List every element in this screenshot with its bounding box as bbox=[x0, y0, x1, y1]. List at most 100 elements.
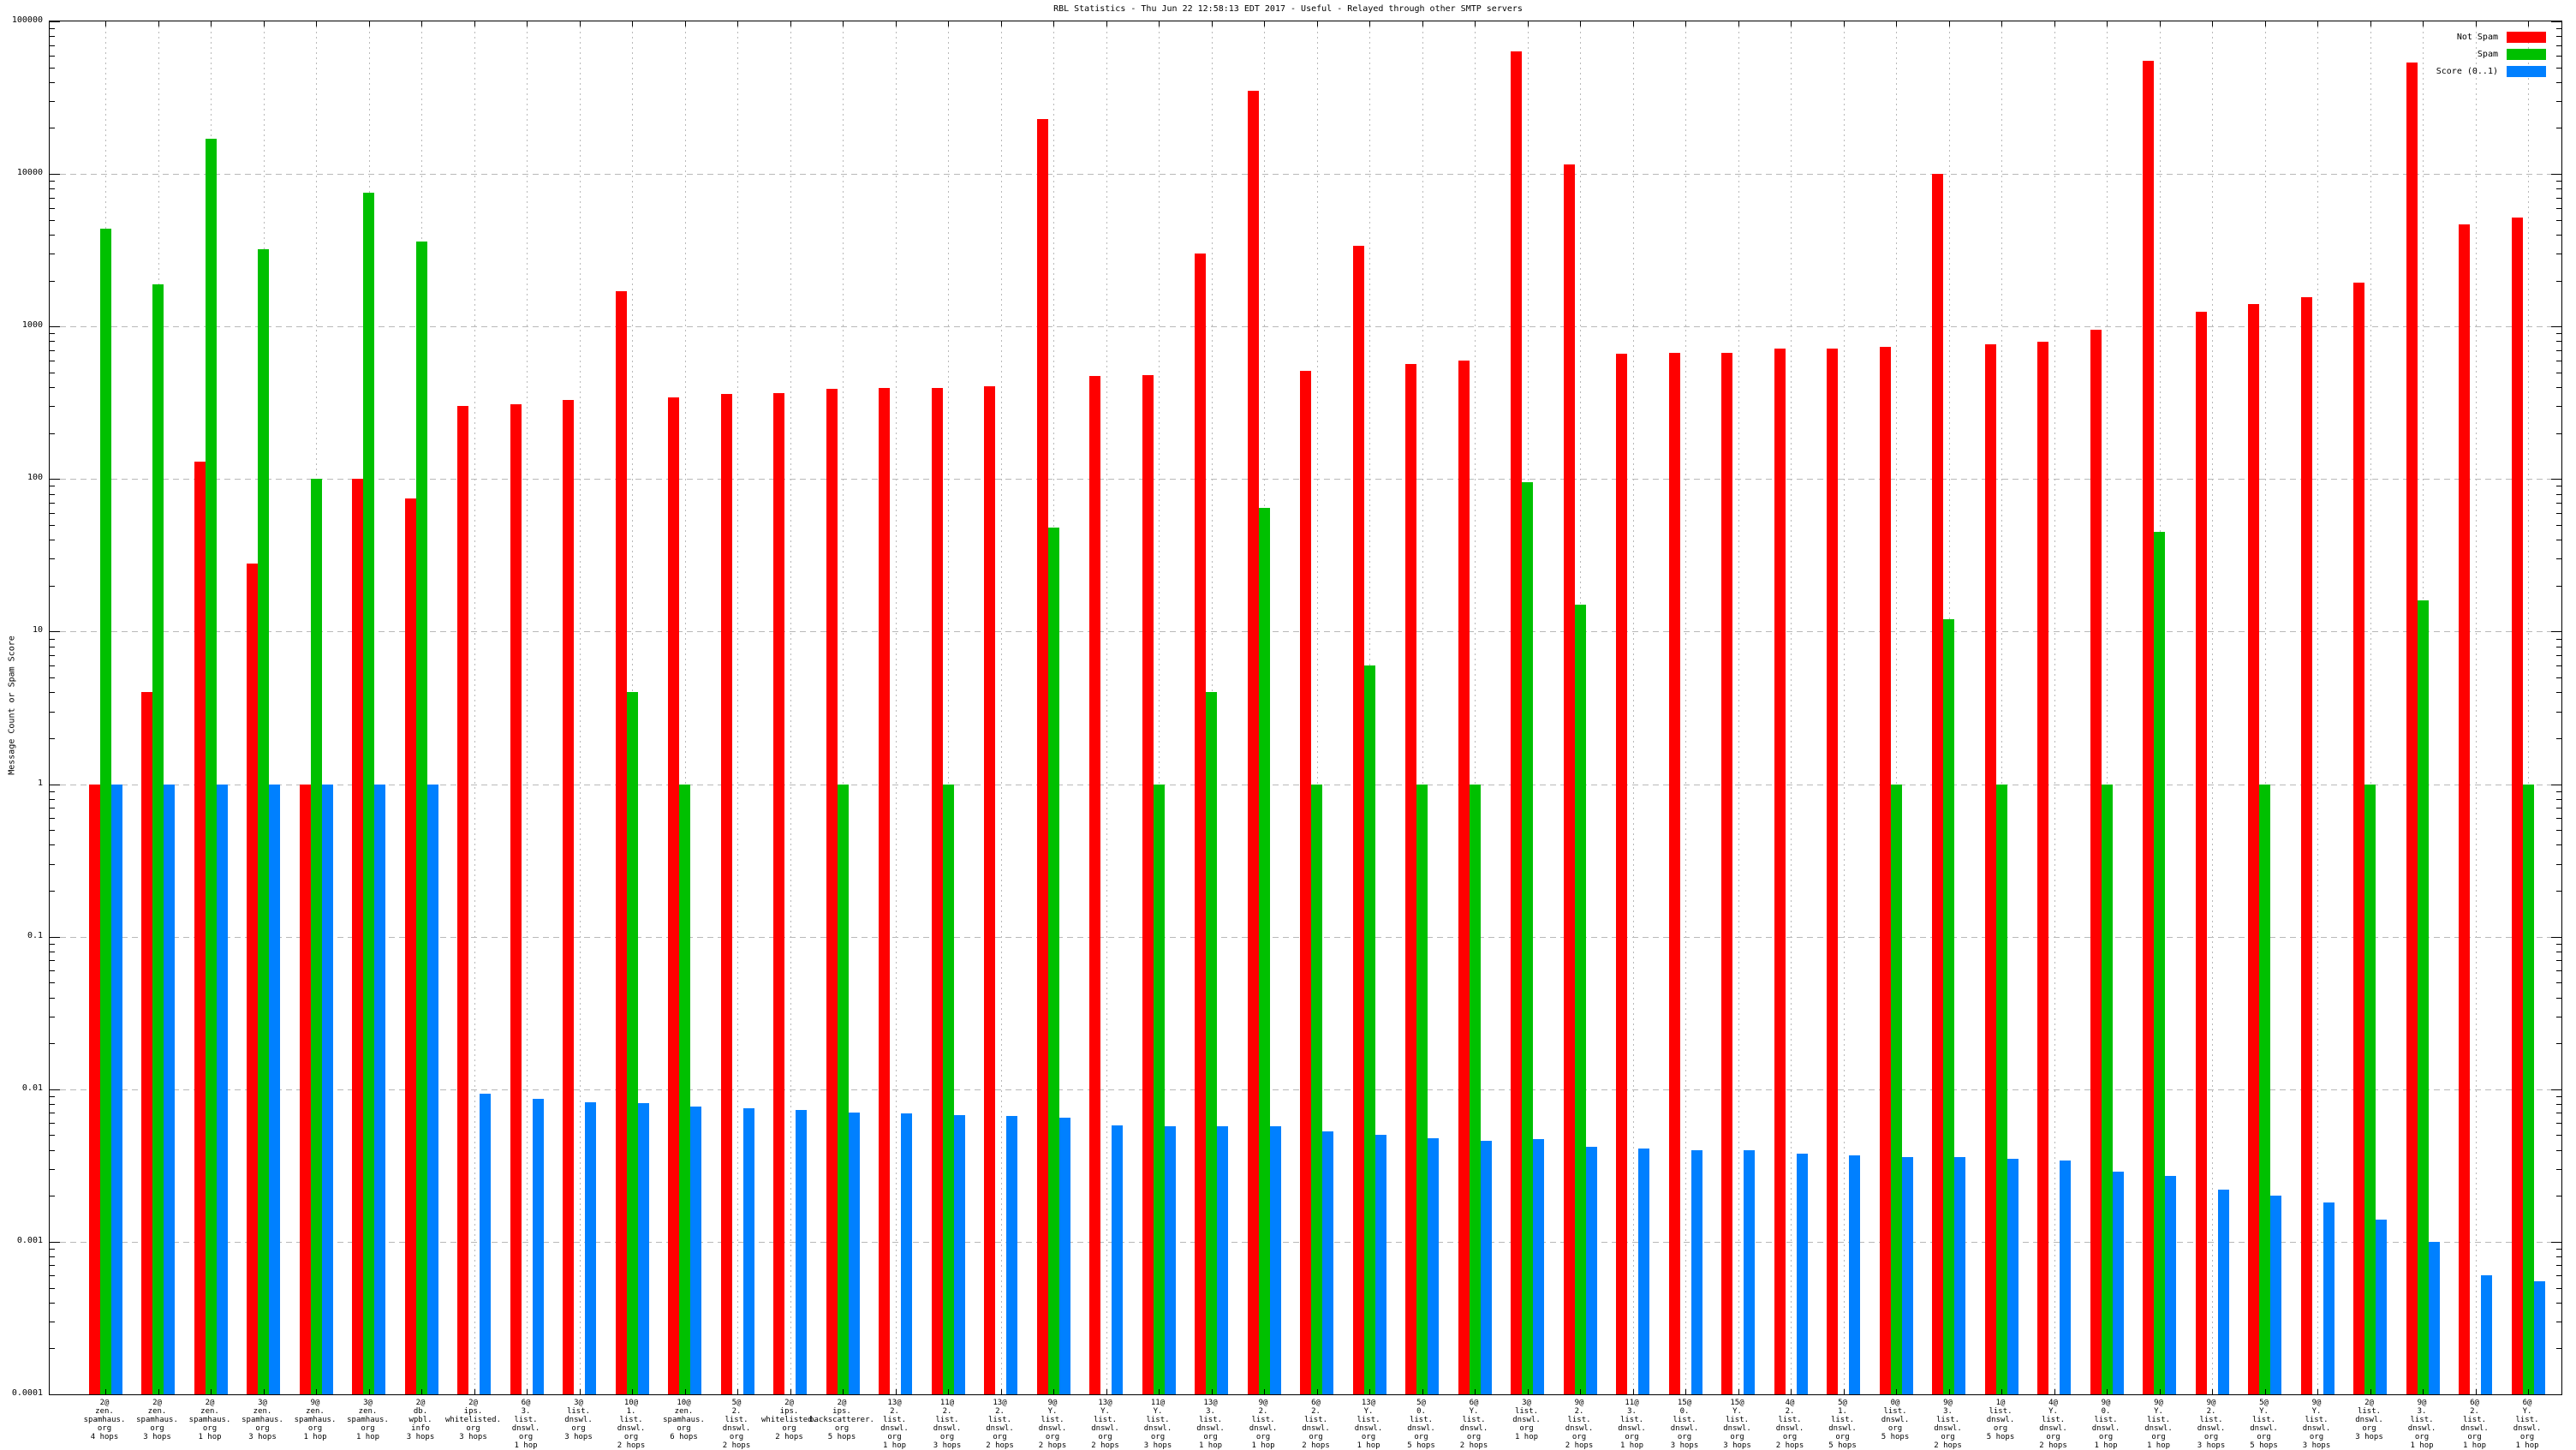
bar-not-spam bbox=[1774, 349, 1786, 1394]
x-tic bbox=[1317, 21, 1318, 27]
y-minor-tic bbox=[2556, 863, 2561, 865]
y-minor-tic bbox=[2556, 234, 2561, 236]
bar-not-spam bbox=[1563, 164, 1575, 1394]
y-tick-label: 1000 bbox=[21, 320, 43, 331]
y-minor-tic bbox=[50, 493, 55, 495]
y-minor-tic bbox=[50, 234, 55, 236]
y-minor-tic bbox=[50, 791, 55, 792]
x-tic bbox=[1001, 21, 1002, 27]
y-tick-label: 0.01 bbox=[21, 1083, 43, 1093]
y-minor-tic bbox=[2556, 45, 2561, 46]
bar-not-spam bbox=[2248, 304, 2259, 1394]
x-tic bbox=[2423, 1389, 2424, 1394]
bar-score bbox=[742, 1108, 754, 1394]
bar-spam bbox=[679, 784, 690, 1394]
x-tic bbox=[1791, 21, 1792, 27]
x-tic bbox=[2317, 21, 2318, 27]
x-tic bbox=[1844, 21, 1845, 27]
x-group-label: 2@ zen. spamhaus. org 1 hop bbox=[188, 1399, 231, 1441]
bar-not-spam bbox=[1352, 245, 1364, 1394]
bar-not-spam bbox=[720, 394, 732, 1394]
x-tic bbox=[2001, 1389, 2002, 1394]
v-gridline bbox=[2317, 21, 2318, 1394]
x-tic bbox=[1475, 21, 1476, 27]
x-group-label: 5@ Y. list. dnswl. org 5 hops bbox=[2250, 1399, 2278, 1450]
bar-not-spam bbox=[931, 388, 943, 1394]
bar-not-spam bbox=[1511, 51, 1522, 1394]
x-tic bbox=[2212, 21, 2213, 27]
x-tic bbox=[1106, 1389, 1107, 1394]
bar-not-spam bbox=[2406, 62, 2418, 1394]
v-gridline bbox=[2476, 21, 2477, 1394]
bar-not-spam bbox=[984, 386, 995, 1394]
y-minor-tic bbox=[2556, 1095, 2561, 1097]
bar-not-spam bbox=[1142, 374, 1154, 1394]
y-minor-tic bbox=[50, 207, 55, 209]
y-minor-tic bbox=[2556, 1287, 2561, 1289]
y-minor-tic bbox=[50, 512, 55, 514]
bar-not-spam bbox=[2300, 297, 2312, 1394]
bar-score bbox=[1374, 1135, 1386, 1394]
x-tic bbox=[158, 21, 159, 27]
y-minor-tic bbox=[2556, 188, 2561, 190]
legend-row-not-spam: Not Spam bbox=[2436, 32, 2546, 49]
y-tick-label: 1 bbox=[37, 778, 43, 788]
y-major-tic bbox=[50, 326, 60, 328]
bar-score bbox=[2217, 1189, 2229, 1394]
bar-spam bbox=[2259, 784, 2270, 1394]
x-tic bbox=[1633, 1389, 1634, 1394]
y-major-tic bbox=[2551, 479, 2561, 480]
x-group-label: 2@ list. dnswl. org 3 hops bbox=[2355, 1399, 2383, 1441]
y-minor-tic bbox=[50, 36, 55, 38]
y-minor-tic bbox=[50, 1275, 55, 1277]
bar-score bbox=[1954, 1156, 1965, 1394]
y-minor-tic bbox=[2556, 677, 2561, 679]
bar-score bbox=[2323, 1202, 2334, 1394]
y-major-tic bbox=[2551, 1394, 2561, 1395]
x-tic bbox=[632, 1389, 633, 1394]
y-major-tic bbox=[2551, 1241, 2561, 1243]
y-minor-tic bbox=[50, 558, 55, 560]
bar-score bbox=[1112, 1125, 1123, 1394]
bar-score bbox=[216, 784, 228, 1394]
y-minor-tic bbox=[50, 406, 55, 408]
x-tic bbox=[1053, 1389, 1054, 1394]
x-tic bbox=[1738, 21, 1739, 27]
x-group-label: 13@ Y. list. dnswl. org 2 hops bbox=[1091, 1399, 1119, 1450]
bar-score bbox=[1006, 1115, 1017, 1394]
legend-label-spam: Spam bbox=[2477, 50, 2498, 59]
y-minor-tic bbox=[50, 798, 55, 800]
bar-spam bbox=[2154, 532, 2165, 1394]
bar-not-spam bbox=[2143, 61, 2154, 1394]
y-major-tic bbox=[50, 1394, 60, 1395]
v-gridline bbox=[1106, 21, 1107, 1394]
y-minor-tic bbox=[2556, 524, 2561, 526]
x-group-label: 2@ zen. spamhaus. org 4 hops bbox=[83, 1399, 126, 1441]
y-minor-tic bbox=[2556, 181, 2561, 182]
y-minor-tic bbox=[2556, 387, 2561, 389]
y-tick-label: 10 bbox=[32, 625, 43, 635]
bar-spam bbox=[1995, 784, 2007, 1394]
x-group-label: 9@ 2. list. dnswl. org 2 hops bbox=[1565, 1399, 1594, 1450]
y-minor-tic bbox=[2556, 207, 2561, 209]
bar-not-spam bbox=[1932, 174, 1943, 1394]
bar-not-spam bbox=[404, 498, 416, 1394]
bar-spam bbox=[1574, 605, 1586, 1394]
y-minor-tic bbox=[2556, 341, 2561, 343]
y-minor-tic bbox=[2556, 665, 2561, 666]
x-group-label: 9@ 2. list. dnswl. org 1 hop bbox=[1249, 1399, 1278, 1450]
y-minor-tic bbox=[2556, 280, 2561, 282]
x-tic bbox=[896, 1389, 897, 1394]
x-group-label: 9@ Y. list. dnswl. org 3 hops bbox=[2302, 1399, 2331, 1450]
x-group-label: 5@ 0. list. dnswl. org 5 hops bbox=[1407, 1399, 1435, 1450]
y-minor-tic bbox=[2556, 638, 2561, 640]
y-minor-tic bbox=[2556, 960, 2561, 962]
bar-score bbox=[1638, 1148, 1649, 1394]
x-tic bbox=[1949, 21, 1950, 27]
x-tic bbox=[2265, 1389, 2266, 1394]
y-major-tic bbox=[50, 174, 60, 176]
bar-not-spam bbox=[1879, 346, 1891, 1394]
x-tic bbox=[2317, 1389, 2318, 1394]
x-tic bbox=[474, 1389, 475, 1394]
